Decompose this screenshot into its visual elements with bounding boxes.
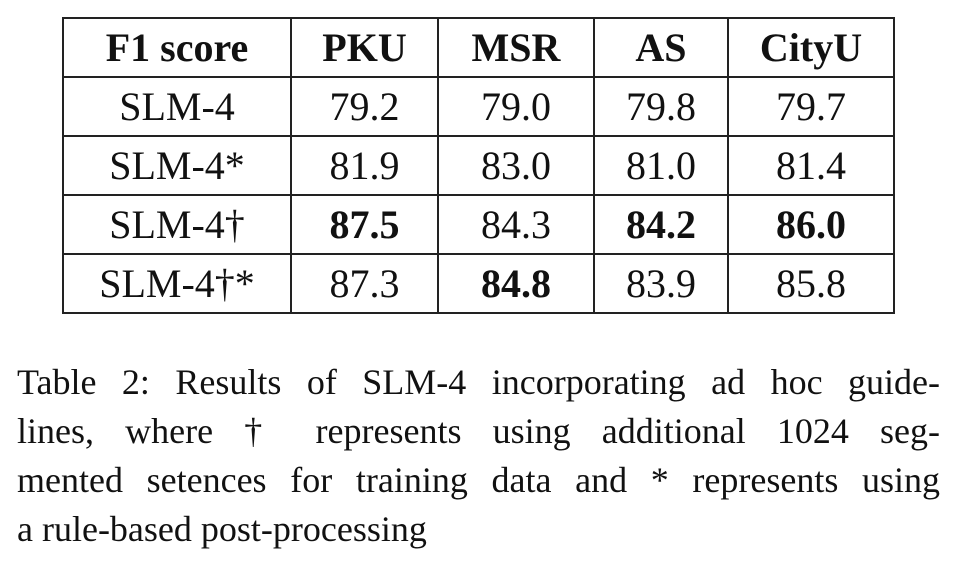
table-cell: 81.0 <box>593 135 729 196</box>
caption-line: lines, where † represents using addition… <box>17 411 940 451</box>
table-cell: 83.9 <box>593 253 729 314</box>
table-cell: 79.0 <box>437 76 595 137</box>
table-cell: SLM-4† <box>62 194 292 255</box>
table-cell: SLM-4†* <box>62 253 292 314</box>
header-cell: PKU <box>290 17 439 78</box>
table-cell: SLM-4 <box>62 76 292 137</box>
table-cell: 85.8 <box>727 253 895 314</box>
header-cell: AS <box>593 17 729 78</box>
table-cell: 79.8 <box>593 76 729 137</box>
table-row: SLM-4* 81.9 83.0 81.0 81.4 <box>62 135 895 196</box>
table-cell: 86.0 <box>727 194 895 255</box>
table-cell: 84.3 <box>437 194 595 255</box>
table-cell: 81.9 <box>290 135 439 196</box>
table-cell: 79.7 <box>727 76 895 137</box>
caption-line: a rule-based post-processing <box>17 509 427 549</box>
header-row: F1 score PKU MSR AS CityU <box>62 17 895 78</box>
caption-line: mented setences for training data and * … <box>17 460 940 500</box>
table-row: SLM-4†* 87.3 84.8 83.9 85.8 <box>62 253 895 314</box>
table-row: SLM-4 79.2 79.0 79.8 79.7 <box>62 76 895 137</box>
table-cell: 84.8 <box>437 253 595 314</box>
table-cell: 79.2 <box>290 76 439 137</box>
caption: Table 2: Results of SLM-4 incorporating … <box>17 358 940 554</box>
results-table: F1 score PKU MSR AS CityU SLM-4 79.2 79.0 79.8 79… <box>62 17 895 314</box>
header-cell: F1 score <box>62 17 292 78</box>
caption-line: Table 2: Results of SLM-4 incorporating … <box>17 362 940 402</box>
table-cell: 84.2 <box>593 194 729 255</box>
table-cell: 83.0 <box>437 135 595 196</box>
table-cell: 87.5 <box>290 194 439 255</box>
table-cell: SLM-4* <box>62 135 292 196</box>
header-cell: CityU <box>727 17 895 78</box>
header-cell: MSR <box>437 17 595 78</box>
table-cell: 87.3 <box>290 253 439 314</box>
table-row: SLM-4† 87.5 84.3 84.2 86.0 <box>62 194 895 255</box>
table-cell: 81.4 <box>727 135 895 196</box>
